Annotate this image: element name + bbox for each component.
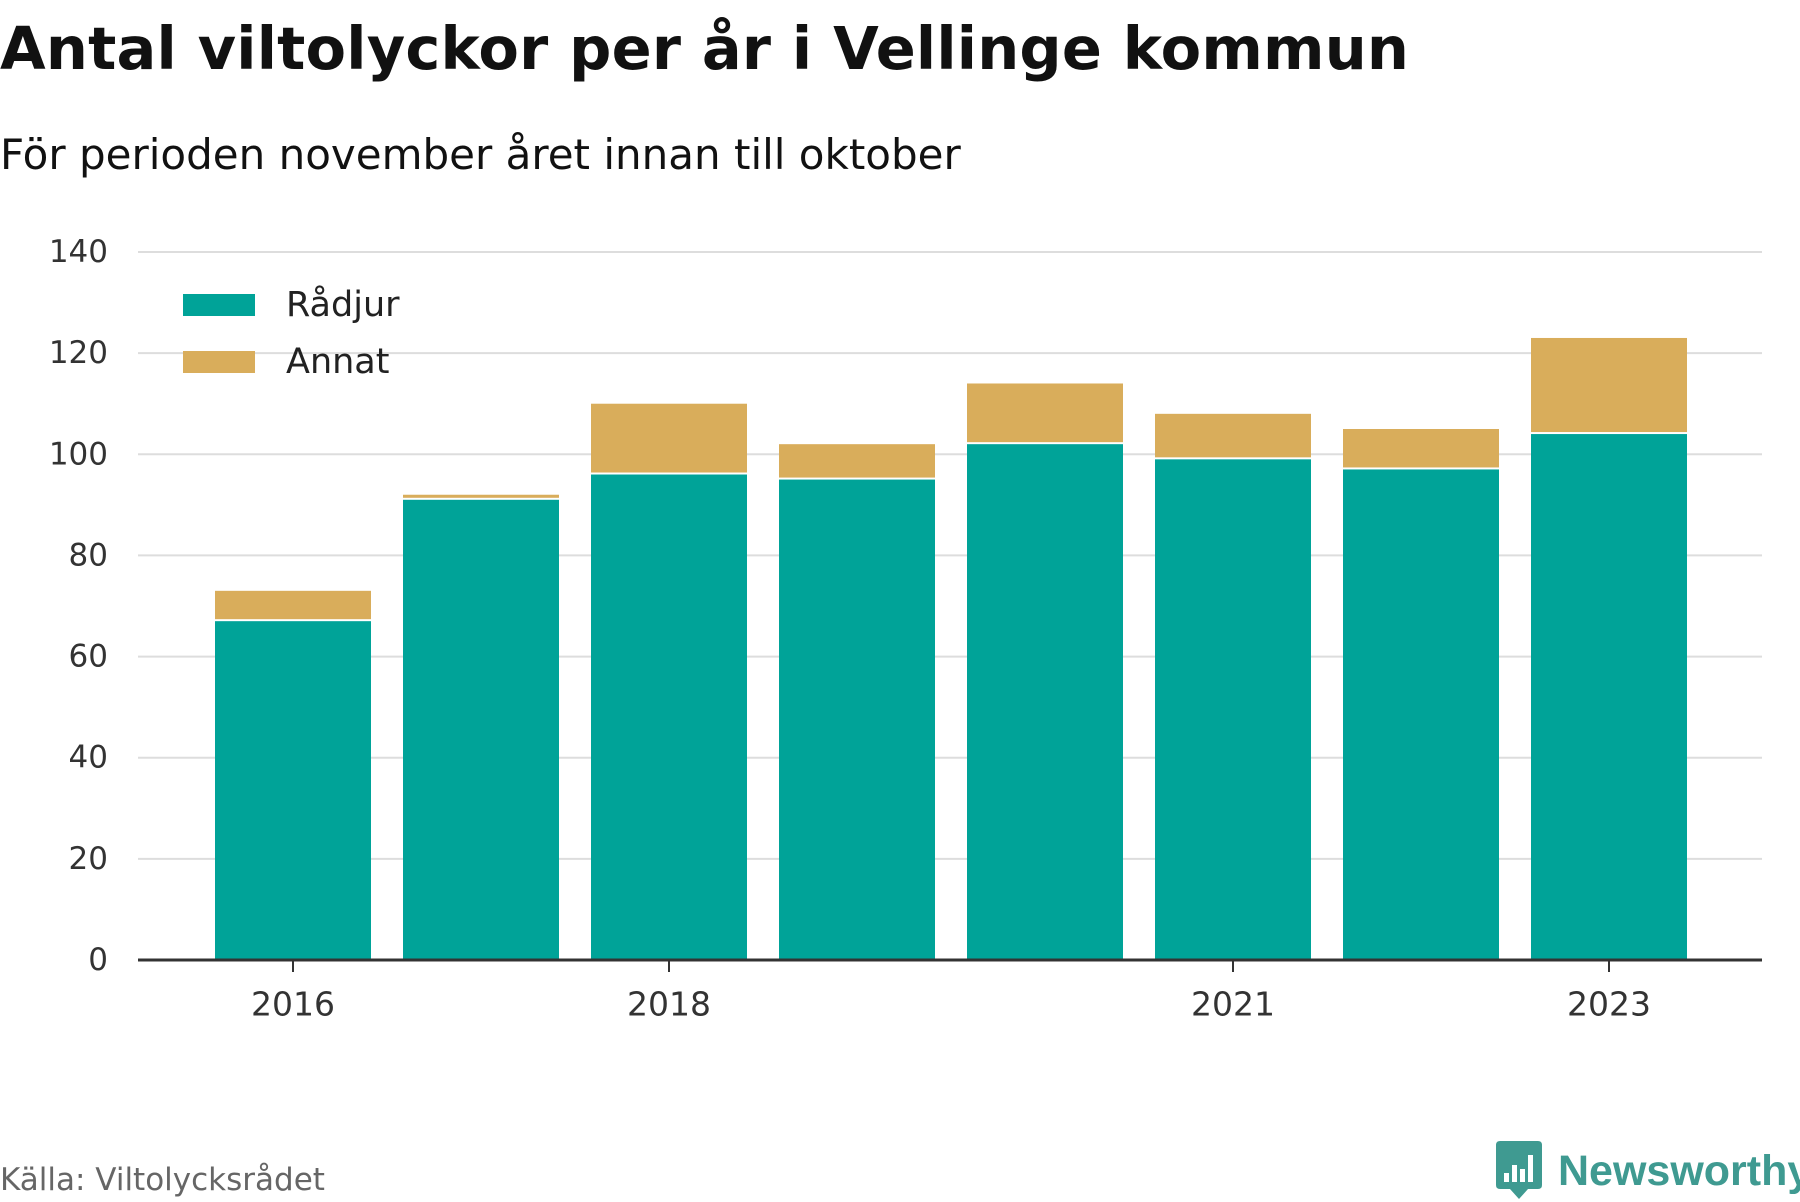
legend-label-radjur: Rådjur <box>286 284 400 325</box>
newsworthy-logo-icon <box>1496 1141 1542 1199</box>
x-tick-label: 2023 <box>1567 985 1651 1024</box>
source-note: Källa: Viltolycksrådet <box>0 1162 325 1198</box>
y-tick-label: 120 <box>49 335 108 371</box>
bar-radjur-2016 <box>215 621 371 960</box>
brand-name: Newsworthy <box>1558 1146 1800 1195</box>
legend-swatch-annat <box>183 351 255 373</box>
y-tick-label: 20 <box>69 841 108 877</box>
legend-label-annat: Annat <box>286 342 389 382</box>
bar-radjur-2023 <box>1531 434 1687 960</box>
x-tick-label: 2021 <box>1191 985 1275 1024</box>
y-tick-label: 100 <box>49 436 108 472</box>
bars <box>215 337 1687 961</box>
bar-radjur-2020 <box>967 444 1123 961</box>
bar-radjur-2022 <box>1343 469 1499 960</box>
bar-radjur-2021 <box>1155 459 1311 960</box>
legend-swatch-radjur <box>183 294 255 316</box>
newsworthy-logo[interactable]: Newsworthy <box>1494 1140 1800 1202</box>
y-tick-label: 60 <box>69 639 108 675</box>
bar-annat-2022 <box>1343 429 1499 468</box>
bar-annat-2021 <box>1155 413 1311 458</box>
y-tick-label: 140 <box>49 234 108 270</box>
bar-radjur-2019 <box>779 479 935 960</box>
bar-radjur-2018 <box>591 474 747 960</box>
bar-annat-2023 <box>1531 337 1687 433</box>
bar-chart: 0 20 40 60 80 100 120 140 2016 2018 2021 2023 Rådj… <box>49 234 1762 1024</box>
chart-subtitle: För perioden november året innan till ok… <box>0 130 961 179</box>
bar-radjur-2017 <box>403 499 559 960</box>
bar-annat-2018 <box>591 403 747 473</box>
bar-annat-2017 <box>403 494 559 498</box>
bar-annat-2016 <box>215 590 371 620</box>
legend: Rådjur Annat <box>183 284 400 382</box>
bar-annat-2019 <box>779 444 935 478</box>
chart-title: Antal viltolyckor per år i Vellinge komm… <box>0 14 1410 83</box>
x-axis: 2016 2018 2021 2023 <box>138 958 1762 1024</box>
y-tick-label: 40 <box>69 740 108 776</box>
y-tick-label: 80 <box>69 537 108 573</box>
bar-annat-2020 <box>967 383 1123 443</box>
x-tick-label: 2016 <box>251 985 335 1024</box>
y-axis-tick-labels: 0 20 40 60 80 100 120 140 <box>49 234 108 978</box>
y-tick-label: 0 <box>88 942 108 978</box>
x-tick-label: 2018 <box>627 985 711 1024</box>
